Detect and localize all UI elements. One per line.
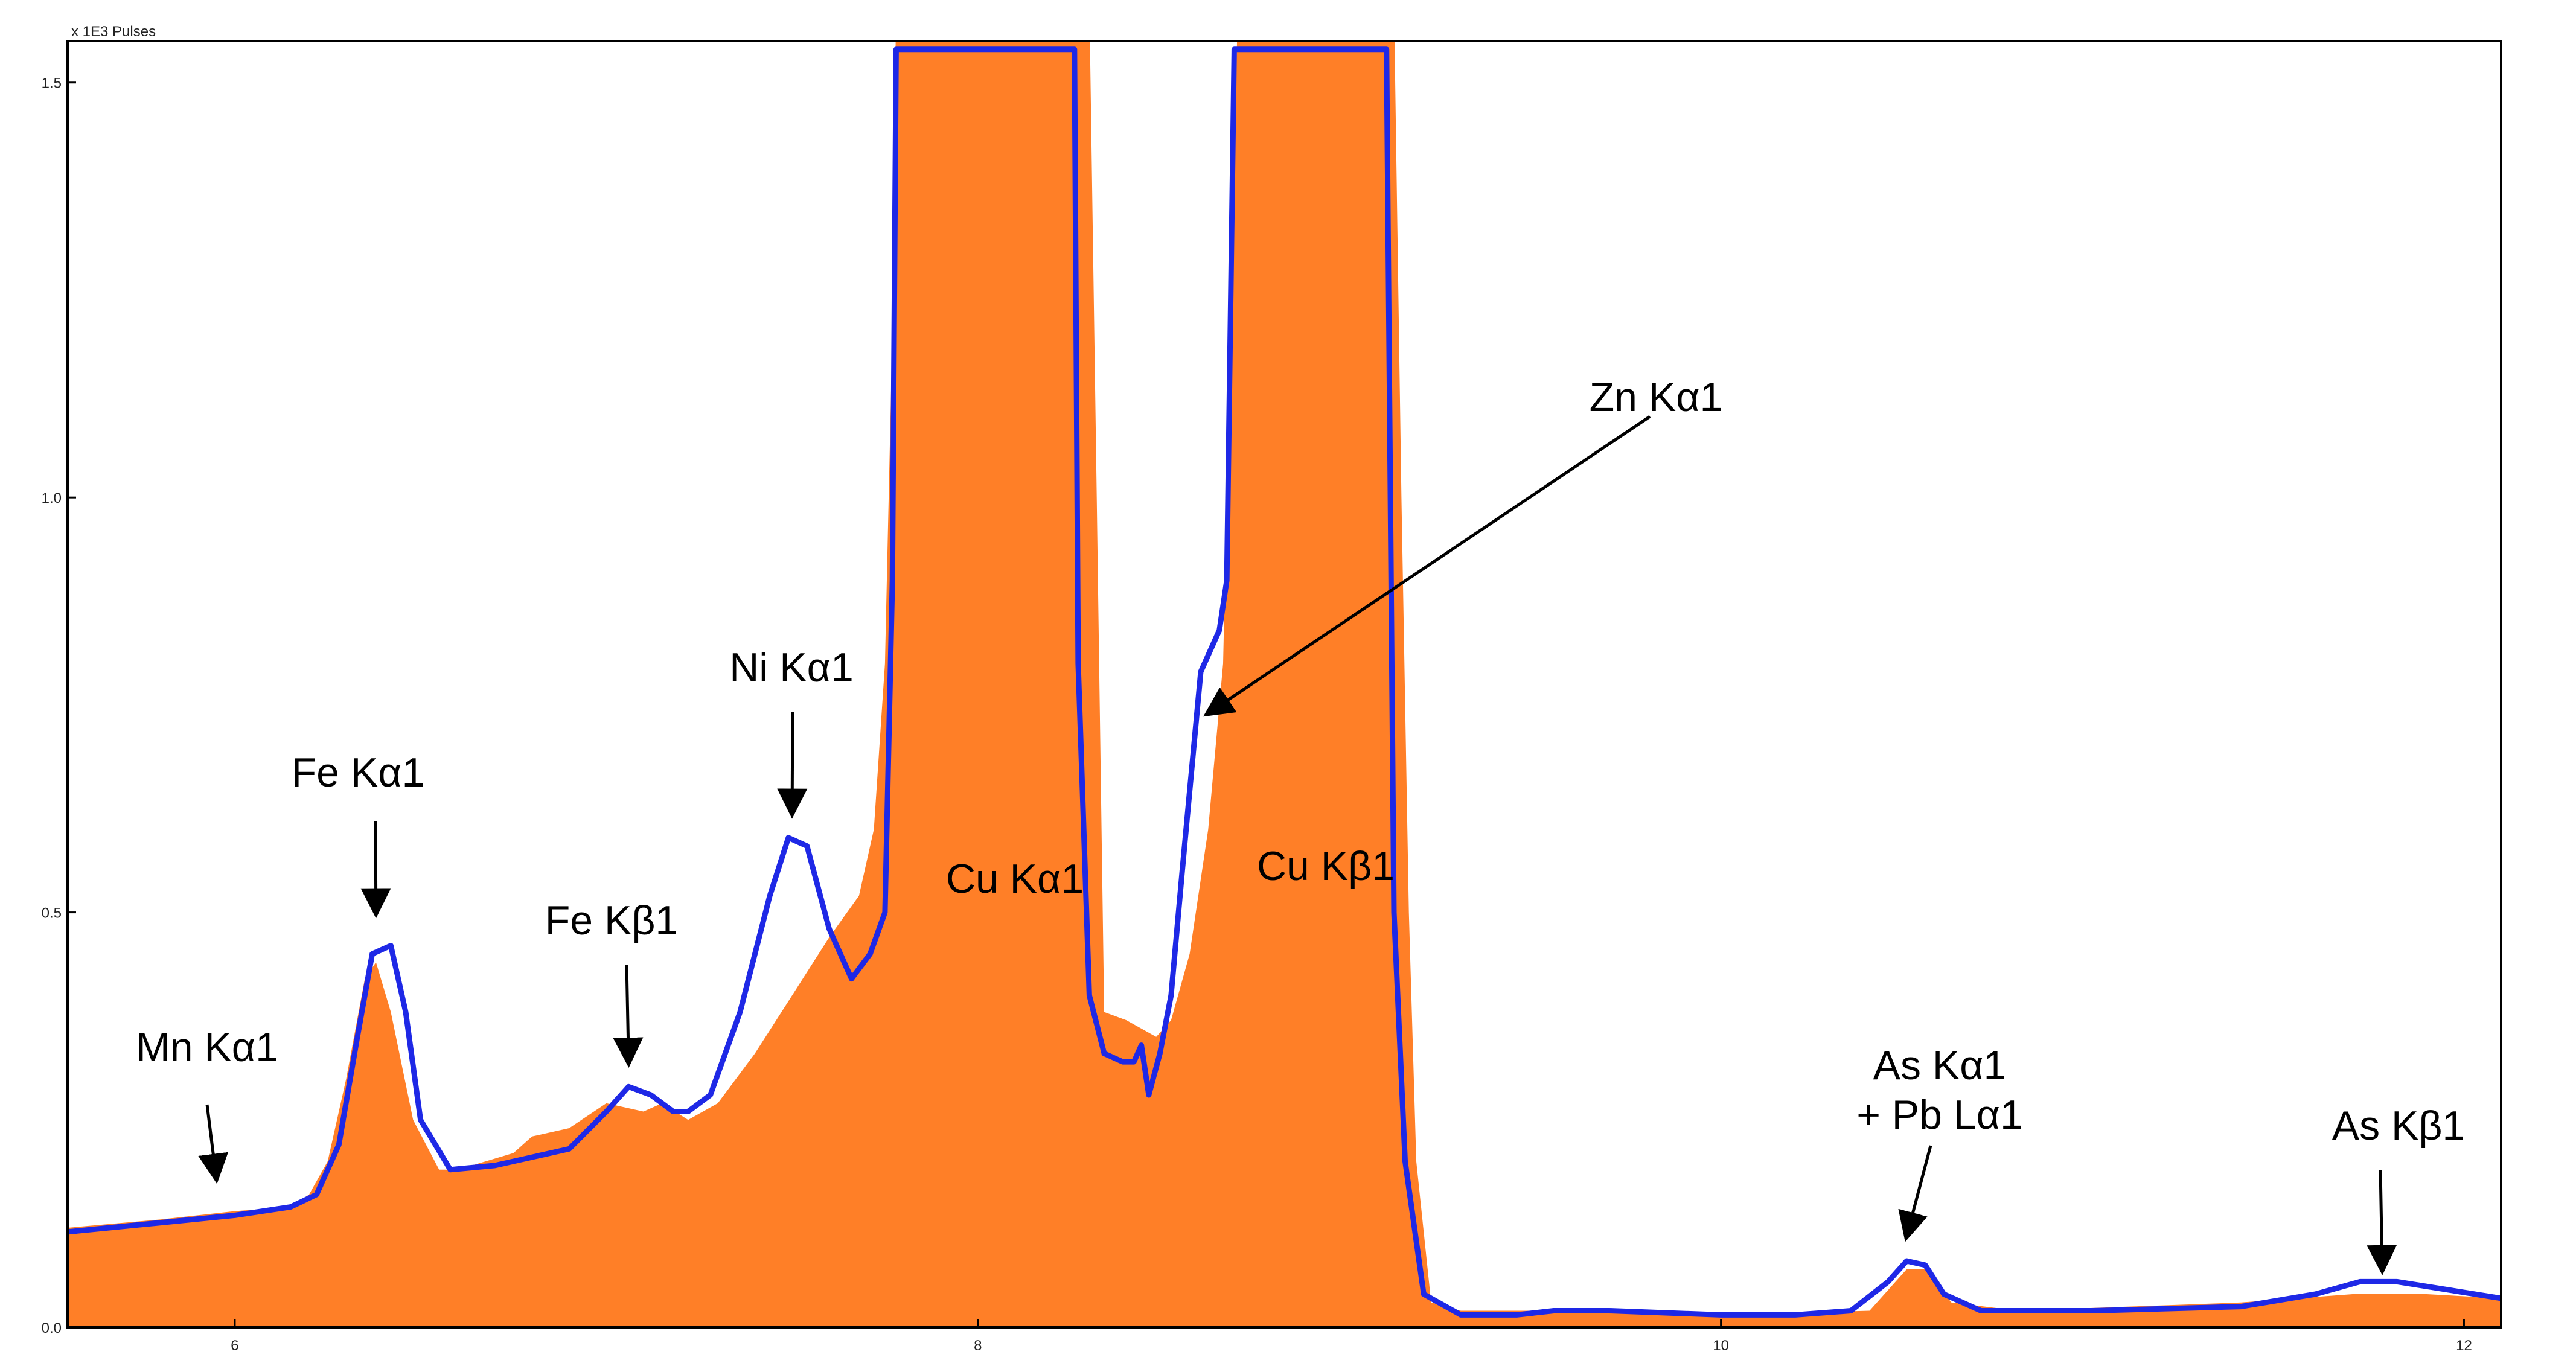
peak-arrow: [198, 1104, 229, 1184]
peak-label: Cu Kα1: [946, 856, 1084, 902]
spectrum-fill-area: [68, 41, 2501, 1327]
spectrum-line: [68, 46, 2501, 1318]
y-tick-label: 1.5: [42, 75, 62, 92]
peak-label: Fe Kβ1: [545, 898, 679, 943]
peak-arrow: [1203, 415, 1651, 717]
peak-label: Fe Kα1: [292, 750, 425, 796]
peak-arrow: [2367, 1169, 2397, 1275]
peak-label: Cu Kβ1: [1257, 843, 1395, 889]
y-tick-label: 0.0: [42, 1320, 62, 1336]
peak-label: Mn Kα1: [136, 1024, 278, 1070]
y-tick-label: 0.5: [42, 905, 62, 922]
peak-label: Ni Kα1: [729, 645, 854, 691]
plot-frame: [66, 40, 2502, 1329]
peak-label: Zn Kα1: [1590, 374, 1723, 420]
peak-arrow: [613, 964, 644, 1068]
peak-arrow: [1898, 1145, 1932, 1242]
y-tick-label: 1.0: [42, 490, 62, 506]
x-tick-label: 12: [2456, 1338, 2472, 1354]
x-tick-label: 10: [1713, 1338, 1729, 1354]
x-tick-label: 8: [974, 1338, 982, 1354]
x-tick-label: 6: [231, 1338, 238, 1354]
peak-arrow: [777, 712, 808, 819]
peak-label: As Kβ1: [2332, 1103, 2466, 1149]
unit-label: x 1E3 Pulses: [71, 24, 156, 40]
peak-label: As Kα1 + Pb Lα1: [1856, 1042, 2023, 1138]
